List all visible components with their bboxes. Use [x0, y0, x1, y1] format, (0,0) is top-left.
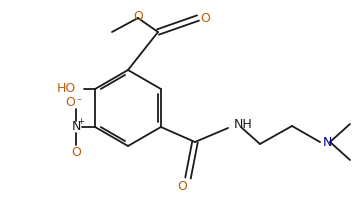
Text: O: O: [200, 11, 210, 25]
Text: O: O: [71, 145, 81, 159]
Text: N: N: [71, 120, 81, 134]
Text: ⁻: ⁻: [76, 97, 81, 107]
Text: NH: NH: [234, 117, 253, 131]
Text: O: O: [65, 95, 75, 109]
Text: HO: HO: [57, 82, 76, 95]
Text: +: +: [78, 117, 84, 127]
Text: O: O: [133, 11, 143, 24]
Text: O: O: [177, 180, 187, 192]
Text: N: N: [323, 135, 332, 148]
